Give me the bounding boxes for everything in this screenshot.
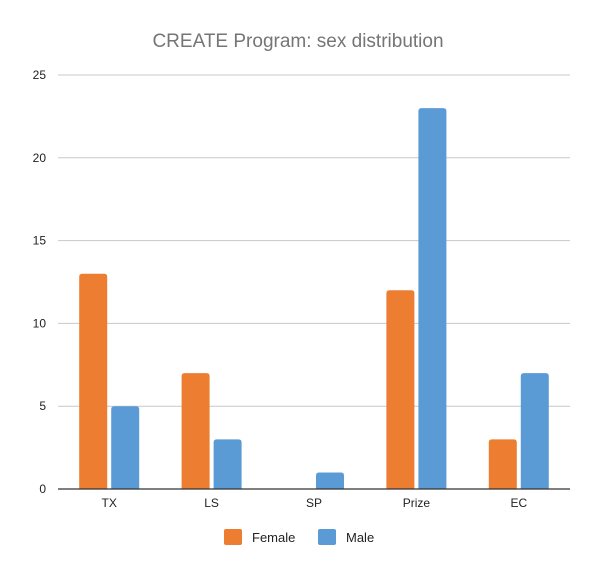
y-axis-ticks: 0 5 10 15 20 25	[33, 68, 47, 496]
legend-label-male: Male	[346, 530, 374, 545]
bar-female-ls	[181, 373, 210, 489]
bar-male-prize	[418, 108, 447, 490]
y-tick-label: 15	[33, 234, 47, 248]
legend: Female Male	[224, 529, 374, 545]
x-tick-label: EC	[510, 496, 527, 510]
bars	[79, 108, 549, 490]
x-axis-ticks: TX LS SP Prize EC	[102, 496, 528, 510]
legend-swatch-female	[224, 529, 242, 545]
x-tick-label: SP	[306, 496, 322, 510]
x-tick-label: Prize	[403, 496, 431, 510]
x-tick-label: LS	[204, 496, 219, 510]
y-tick-label: 5	[39, 399, 46, 413]
bar-male-tx	[111, 406, 140, 489]
legend-label-female: Female	[252, 530, 295, 545]
y-tick-label: 0	[39, 482, 46, 496]
bar-male-sp	[316, 472, 344, 489]
bar-female-ec	[488, 439, 517, 489]
y-tick-label: 10	[33, 316, 47, 330]
x-tick-label: TX	[102, 496, 117, 510]
y-tick-label: 20	[33, 151, 47, 165]
bar-male-ls	[213, 439, 242, 489]
chart-title: CREATE Program: sex distribution	[152, 31, 443, 52]
bar-female-prize	[386, 290, 415, 489]
bar-female-tx	[79, 273, 108, 489]
bar-male-ec	[520, 373, 549, 489]
legend-swatch-male	[318, 529, 336, 545]
y-tick-label: 25	[33, 68, 47, 82]
gridlines	[58, 74, 570, 407]
